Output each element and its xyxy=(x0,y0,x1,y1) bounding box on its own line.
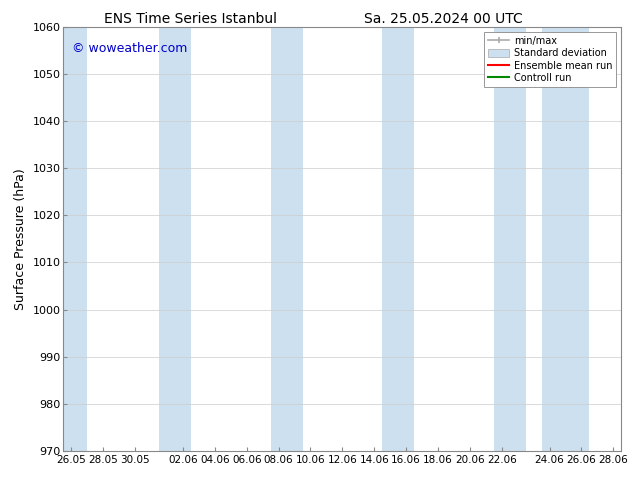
Bar xyxy=(271,27,302,451)
Bar xyxy=(541,27,590,451)
Bar xyxy=(159,27,191,451)
Bar xyxy=(382,27,414,451)
Bar xyxy=(63,27,87,451)
Bar xyxy=(494,27,526,451)
Text: © woweather.com: © woweather.com xyxy=(72,42,187,55)
Text: Sa. 25.05.2024 00 UTC: Sa. 25.05.2024 00 UTC xyxy=(365,12,523,26)
Legend: min/max, Standard deviation, Ensemble mean run, Controll run: min/max, Standard deviation, Ensemble me… xyxy=(484,32,616,87)
Y-axis label: Surface Pressure (hPa): Surface Pressure (hPa) xyxy=(14,168,27,310)
Text: ENS Time Series Istanbul: ENS Time Series Istanbul xyxy=(104,12,276,26)
